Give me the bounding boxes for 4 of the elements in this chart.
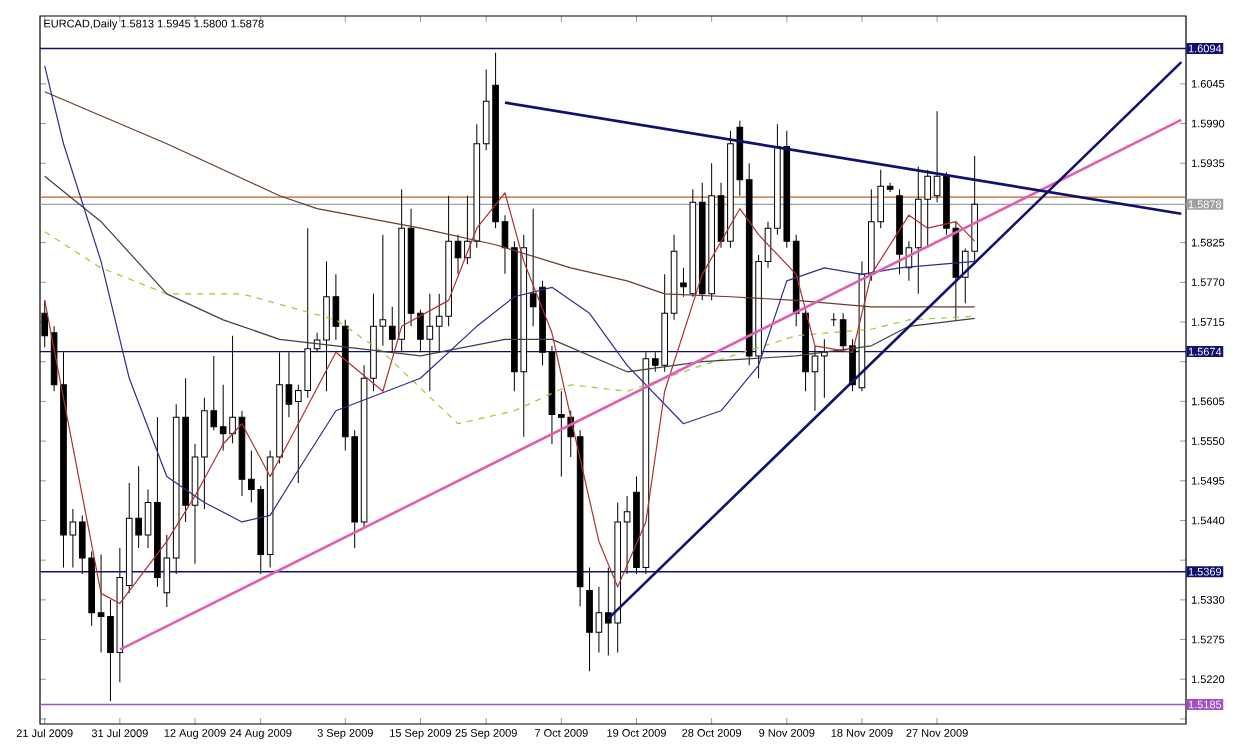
line-series (44, 231, 976, 425)
line-series (44, 65, 976, 523)
line-series (44, 175, 976, 373)
line-series (44, 192, 976, 605)
